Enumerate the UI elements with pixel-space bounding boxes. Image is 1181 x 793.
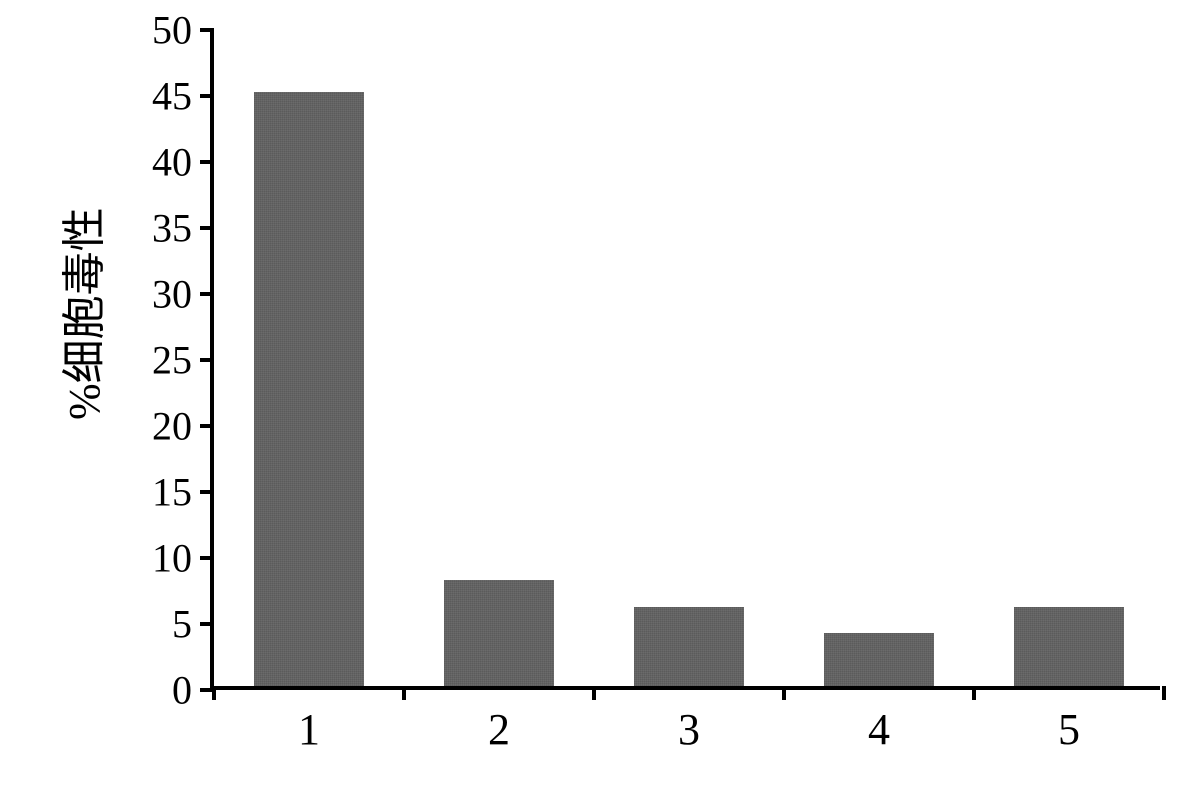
bar [634, 607, 744, 686]
y-tick-label: 10 [152, 535, 192, 582]
x-tick [402, 686, 406, 700]
y-tick [200, 28, 214, 32]
x-tick-label: 2 [488, 704, 510, 755]
x-tick [1162, 686, 1166, 700]
y-tick-label: 50 [152, 7, 192, 54]
y-axis-title: %细胞毒性 [48, 207, 112, 420]
x-tick [782, 686, 786, 700]
bar [1014, 607, 1124, 686]
y-tick-label: 30 [152, 271, 192, 318]
y-tick-label: 0 [172, 667, 192, 714]
y-tick [200, 424, 214, 428]
bar [254, 92, 364, 686]
y-tick-label: 45 [152, 73, 192, 120]
y-tick [200, 292, 214, 296]
x-tick [592, 686, 596, 700]
y-tick [200, 556, 214, 560]
y-tick [200, 358, 214, 362]
y-tick-label: 20 [152, 403, 192, 450]
y-tick-label: 5 [172, 601, 192, 648]
x-tick-label: 1 [298, 704, 320, 755]
x-tick [972, 686, 976, 700]
x-tick-label: 5 [1058, 704, 1080, 755]
y-tick-label: 25 [152, 337, 192, 384]
y-tick-label: 35 [152, 205, 192, 252]
bar [824, 633, 934, 686]
x-tick-label: 3 [678, 704, 700, 755]
bar-chart: %细胞毒性 12345 05101520253035404550 [80, 20, 1160, 780]
plot-area: 12345 05101520253035404550 [210, 30, 1160, 690]
y-tick-label: 15 [152, 469, 192, 516]
y-tick [200, 94, 214, 98]
y-tick [200, 226, 214, 230]
y-tick [200, 160, 214, 164]
x-tick [212, 686, 216, 700]
bar [444, 580, 554, 686]
y-tick [200, 622, 214, 626]
y-tick [200, 490, 214, 494]
y-tick-label: 40 [152, 139, 192, 186]
x-tick-label: 4 [868, 704, 890, 755]
